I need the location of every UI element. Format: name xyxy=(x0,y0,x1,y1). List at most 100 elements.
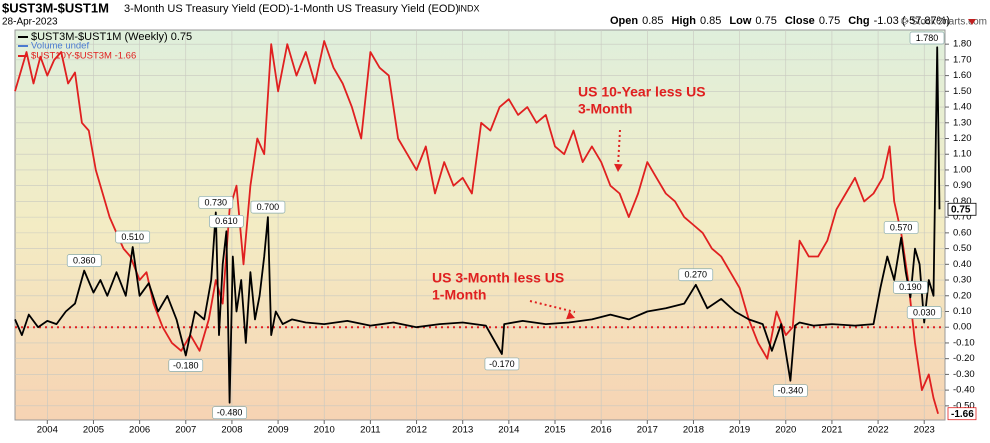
y-tick-label: 0.90 xyxy=(953,180,972,191)
down-arrow xyxy=(968,19,976,25)
value-label-box xyxy=(212,406,247,420)
y-tick-label: 1.30 xyxy=(953,117,972,128)
value-label: 0.030 xyxy=(913,307,936,317)
quote: Open 0.85 High 0.85 Low 0.75 Close 0.75 Chg -1.03… xyxy=(610,15,950,27)
y-tick-label: 0.30 xyxy=(953,275,972,286)
y-tick-label: 0.80 xyxy=(953,196,972,207)
value-label-box xyxy=(773,384,808,398)
quote-label: Chg xyxy=(848,15,869,27)
exchange: INDX xyxy=(458,3,480,13)
y-tick-label: -0.20 xyxy=(953,353,975,364)
annotation-arrowhead xyxy=(614,163,623,172)
x-tick-label: 2006 xyxy=(129,425,150,436)
quote-value: 0.85 xyxy=(700,15,721,27)
value-label: -0.180 xyxy=(173,360,199,370)
y-tick-label: 0.70 xyxy=(953,212,972,223)
quote-value: -1.03 (-57.87%) xyxy=(874,15,950,27)
quote-value: 0.75 xyxy=(755,15,776,27)
annotation: US 3-Month less US xyxy=(432,270,564,286)
value-label: 0.700 xyxy=(257,202,280,212)
value-label: 0.730 xyxy=(205,197,228,207)
annotation: 1-Month xyxy=(432,287,486,303)
value-label-box xyxy=(678,268,714,282)
y-tick-label: 1.80 xyxy=(953,39,972,50)
quote-value: 0.85 xyxy=(642,15,663,27)
last-value-tag xyxy=(947,407,977,421)
x-tick-label: 2019 xyxy=(729,425,750,436)
value-label-box xyxy=(209,214,244,228)
value-label: -0.170 xyxy=(489,359,515,369)
y-tick-label: -0.40 xyxy=(953,385,975,396)
x-tick-label: 2015 xyxy=(544,425,565,436)
last-value-label: -1.66 xyxy=(951,409,974,420)
annotation: 3-Month xyxy=(578,101,632,117)
value-label-box xyxy=(198,196,234,209)
series-line xyxy=(14,46,941,404)
legend-label: $UST10Y-$UST3M -1.66 xyxy=(31,51,136,62)
value-label-box xyxy=(906,306,942,319)
value-label-box xyxy=(893,280,928,294)
y-tick-label: 1.60 xyxy=(953,70,972,81)
series-line xyxy=(14,40,939,414)
x-tick-label: 2012 xyxy=(406,425,427,436)
value-label: -0.480 xyxy=(217,408,243,418)
x-tick-label: 2018 xyxy=(683,425,704,436)
x-tick-label: 2007 xyxy=(175,425,196,436)
annotation-arrow xyxy=(617,129,621,167)
x-tick-label: 2010 xyxy=(314,425,335,436)
x-tick-label: 2008 xyxy=(221,425,242,436)
date: 28-Apr-2023 xyxy=(2,17,58,28)
value-label-box xyxy=(66,254,102,267)
x-tick-label: 2014 xyxy=(498,425,519,436)
x-tick-label: 2017 xyxy=(637,425,658,436)
last-value-label: 0.75 xyxy=(951,204,971,215)
value-label: 1.780 xyxy=(916,33,939,43)
y-tick-label: -0.30 xyxy=(953,369,975,380)
last-value-tag xyxy=(947,202,977,216)
quote-label: High xyxy=(672,15,697,27)
value-label-box xyxy=(168,359,204,372)
y-tick-label: 1.70 xyxy=(953,54,972,65)
y-tick-label: 0.10 xyxy=(953,306,972,317)
plot-area xyxy=(14,29,946,421)
x-tick-label: 2009 xyxy=(268,425,289,436)
value-label-box xyxy=(909,31,945,45)
annotation: US 10-Year less US xyxy=(578,84,706,100)
value-label: -0.340 xyxy=(778,386,804,396)
value-label-box xyxy=(883,221,919,234)
x-tick-label: 2013 xyxy=(452,425,473,436)
value-label: 0.510 xyxy=(121,232,144,242)
y-tick-label: 1.00 xyxy=(953,164,972,175)
x-tick-label: 2022 xyxy=(868,425,889,436)
y-tick-label: 1.10 xyxy=(953,149,972,160)
y-tick-label: 1.40 xyxy=(953,102,972,113)
value-label: 0.610 xyxy=(215,216,238,226)
value-label-box xyxy=(250,200,286,214)
value-label: 0.360 xyxy=(73,255,96,265)
annotation-arrowhead xyxy=(566,311,575,320)
y-tick-label: 0.20 xyxy=(953,290,972,301)
y-tick-label: -0.10 xyxy=(953,337,975,348)
x-tick-label: 2016 xyxy=(591,425,612,436)
x-tick-label: 2011 xyxy=(360,425,380,436)
value-label-box xyxy=(115,230,151,244)
value-label-box xyxy=(484,357,520,371)
x-tick-label: 2021 xyxy=(821,425,842,436)
legend-label: Volume undef xyxy=(31,41,89,52)
symbol: $UST3M-$UST1M xyxy=(2,0,109,15)
y-tick-label: 0.60 xyxy=(953,227,972,238)
quote-label: Low xyxy=(729,15,751,27)
quote-label: Open xyxy=(610,15,638,27)
y-tick-label: 0.50 xyxy=(953,243,972,254)
y-tick-label: 1.50 xyxy=(953,86,972,97)
value-label: 0.570 xyxy=(890,222,913,232)
x-tick-label: 2020 xyxy=(775,425,796,436)
watermark: © StockCharts.com xyxy=(901,17,987,28)
x-tick-label: 2004 xyxy=(37,425,58,436)
value-label: 0.270 xyxy=(685,270,708,280)
quote-label: Close xyxy=(785,15,815,27)
legend-label: $UST3M-$UST1M (Weekly) 0.75 xyxy=(31,31,192,43)
quote-value: 0.75 xyxy=(819,15,840,27)
value-label: 0.190 xyxy=(899,282,922,292)
